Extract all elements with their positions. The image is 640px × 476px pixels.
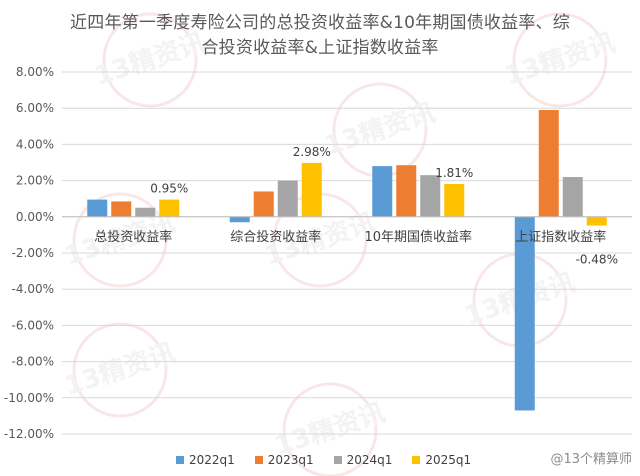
y-tick-label: -2.00% <box>12 246 54 260</box>
bar-2022q1-3 <box>514 216 535 411</box>
y-tick-label: -10.00% <box>4 391 54 405</box>
bar-2022q1-0 <box>87 199 108 217</box>
bar-2025q1-1 <box>301 162 322 217</box>
y-tick-label: 0.00% <box>16 210 54 224</box>
category-label: 综合投资收益率 <box>230 229 321 245</box>
bar-2023q1-1 <box>253 191 274 217</box>
chart-title-line-2: 合投资收益率&上证指数收益率 <box>201 38 439 58</box>
bar-2024q1-3 <box>562 176 583 217</box>
watermark-bottom-text: @13个精算师 <box>550 452 632 467</box>
data-label: 0.95% <box>150 182 188 196</box>
watermark-ring <box>512 12 608 108</box>
y-tick-label: -8.00% <box>12 355 54 369</box>
legend-item-2024q1: 2024q1 <box>333 453 393 467</box>
watermark-stamp: 13精资讯 <box>61 322 179 418</box>
bar-2022q1-2 <box>372 166 393 217</box>
bar-2022q1-1 <box>229 216 250 223</box>
bar-2023q1-0 <box>111 201 132 217</box>
category-label: 总投资收益率 <box>94 229 172 245</box>
y-tick-label: 2.00% <box>16 174 54 188</box>
legend: 2022q1 2023q1 2024q1 2025q1 <box>176 451 471 469</box>
y-tick-label: -4.00% <box>12 282 54 296</box>
y-tick-label: -12.00% <box>4 427 54 441</box>
legend-label-2024q1: 2024q1 <box>346 453 393 467</box>
y-tick-label: 8.00% <box>16 65 54 79</box>
data-label: 1.81% <box>435 166 473 180</box>
bar-2024q1-2 <box>420 175 441 217</box>
y-tick-label: -6.00% <box>12 318 54 332</box>
legend-swatch-2025q1 <box>412 456 421 464</box>
legend-label-2022q1: 2022q1 <box>189 453 235 467</box>
watermark-ring <box>72 322 168 418</box>
legend-item-2023q1: 2023q1 <box>254 453 314 467</box>
bar-2023q1-2 <box>396 165 417 217</box>
legend-label-2025q1: 2025q1 <box>425 453 472 467</box>
legend-swatch-2023q1 <box>254 456 263 464</box>
bar-2024q1-0 <box>135 207 156 217</box>
chart-title-line-1: 近四年第一季度寿险公司的总投资收益率&10年期国债收益率、综 <box>70 13 570 33</box>
bar-2024q1-1 <box>277 180 298 217</box>
category-label: 上证指数收益率 <box>515 229 606 245</box>
bar-2025q1-2 <box>444 184 465 217</box>
category-label: 10年期国债收益率 <box>364 229 472 245</box>
bar-2025q1-0 <box>159 199 180 217</box>
data-label: -0.48% <box>576 252 618 266</box>
watermark-stamp: 13精资讯 <box>501 12 619 108</box>
bar-2023q1-3 <box>538 110 559 217</box>
watermark-ring <box>72 192 168 288</box>
y-tick-label: 6.00% <box>16 101 54 115</box>
y-tick-label: 4.00% <box>16 137 54 151</box>
legend-swatch-2024q1 <box>333 456 342 464</box>
watermark-ring <box>102 12 198 108</box>
legend-item-2022q1: 2022q1 <box>176 453 235 467</box>
legend-label-2023q1: 2023q1 <box>267 453 314 467</box>
legend-item-2025q1: 2025q1 <box>412 453 471 467</box>
watermark-ring <box>282 382 378 476</box>
bar-2025q1-3 <box>586 216 607 226</box>
watermark-stamp: 13精资讯 <box>91 12 209 108</box>
data-label: 2.98% <box>293 145 331 159</box>
legend-swatch-2022q1 <box>176 456 184 464</box>
